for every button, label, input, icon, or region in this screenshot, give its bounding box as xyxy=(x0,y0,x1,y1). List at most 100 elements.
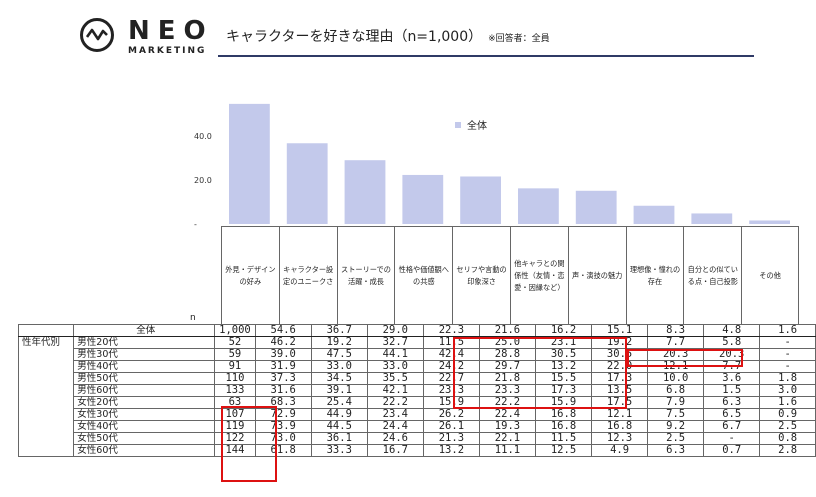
bar-5 xyxy=(460,176,501,224)
value-cell: 8.3 xyxy=(647,324,705,337)
pulse-circle-icon xyxy=(80,18,114,52)
row-label: 女性60代 xyxy=(73,444,216,457)
table-row: 性年代別 男性20代 52 46.2 19.2 32.7 11.5 25.0 23.1 19.2 7… xyxy=(17,336,816,349)
value-cell: 35.5 xyxy=(366,372,424,385)
value-cell: 26.2 xyxy=(422,408,480,421)
value-cell: 12.1 xyxy=(591,408,649,421)
value-cell: - xyxy=(703,432,761,445)
data-table: 全体 1,000 54.6 36.7 29.0 22.3 21.6 16.2 15.1 8.3 4.… xyxy=(17,324,816,457)
value-cell: 47.5 xyxy=(310,348,368,361)
value-cell: 0.9 xyxy=(759,408,816,421)
table-row: 男性50代 110 37.3 34.5 35.5 22.7 21.8 15.5 17.3 10.0… xyxy=(17,372,816,385)
value-cell: 16.8 xyxy=(534,420,593,433)
value-cell: 16.8 xyxy=(534,408,593,421)
value-cell: 12.3 xyxy=(591,432,649,445)
group-cell xyxy=(17,324,75,337)
bar-1 xyxy=(229,103,270,224)
value-cell: 24.6 xyxy=(366,432,424,445)
value-cell: 0.8 xyxy=(759,432,816,445)
row-label: 全体 xyxy=(73,324,216,337)
value-cell: 15.1 xyxy=(591,324,649,337)
value-cell: 34.5 xyxy=(310,372,368,385)
value-cell: 16.7 xyxy=(366,444,424,457)
value-cell: 33.0 xyxy=(366,360,424,373)
title-underline xyxy=(218,55,754,57)
value-cell: 37.3 xyxy=(254,372,312,385)
chart-legend: 全体 xyxy=(455,117,487,132)
value-cell: 5.8 xyxy=(703,336,761,349)
table-row: 女性30代 107 72.9 44.9 23.4 26.2 22.4 16.8 12.1 7.5 6… xyxy=(17,408,816,421)
value-cell: 0.7 xyxy=(703,444,761,457)
value-cell: 31.9 xyxy=(254,360,312,373)
row-label: 男性40代 xyxy=(73,360,216,373)
bar-4 xyxy=(402,174,444,224)
title-main: キャラクターを好きな理由（n=1,000） xyxy=(226,29,483,45)
value-cell: 12.5 xyxy=(534,444,593,457)
highlight-box-male30-ideal xyxy=(627,349,743,367)
value-cell: - xyxy=(759,336,816,349)
column-header-3: ストーリーでの活躍・成長 xyxy=(336,226,395,324)
value-cell: - xyxy=(759,360,816,373)
row-label: 男性50代 xyxy=(73,372,216,385)
value-cell: 44.9 xyxy=(310,408,368,421)
value-cell: 44.1 xyxy=(366,348,424,361)
column-header-2: キャラクター設定のユニークさ xyxy=(278,226,337,324)
bar-9 xyxy=(691,213,733,224)
row-label: 女性50代 xyxy=(73,432,216,445)
column-header-5: セリフや言動の印象深さ xyxy=(452,226,510,324)
column-header-8: 理想像・憧れの存在 xyxy=(625,226,684,324)
bar-7 xyxy=(575,190,617,224)
row-label: 女性20代 xyxy=(73,396,216,409)
y-tick-label: 40.0 xyxy=(194,132,212,141)
value-cell: 36.7 xyxy=(310,324,368,337)
value-cell: 22.2 xyxy=(366,396,424,409)
value-cell: 2.8 xyxy=(759,444,816,457)
value-cell: 7.5 xyxy=(647,408,705,421)
column-header-4: 性格や価値観への共感 xyxy=(394,226,453,324)
value-cell: 13.2 xyxy=(422,444,480,457)
value-cell: 54.6 xyxy=(254,324,312,337)
row-label: 女性30代 xyxy=(73,408,216,421)
value-cell: 10.0 xyxy=(647,372,705,385)
value-cell: 31.6 xyxy=(254,384,312,397)
legend-label: 全体 xyxy=(467,121,487,132)
group-cell xyxy=(17,396,75,409)
value-cell: 16.8 xyxy=(591,420,649,433)
value-cell: 2.5 xyxy=(759,420,816,433)
value-cell: 16.2 xyxy=(534,324,593,337)
row-label: 女性40代 xyxy=(73,420,216,433)
group-cell xyxy=(17,420,75,433)
group-cell xyxy=(17,432,75,445)
table-row: 男性60代 133 31.6 39.1 42.1 23.3 23.3 17.3 13.5 6.8 1… xyxy=(17,384,816,397)
value-cell: 21.6 xyxy=(478,324,536,337)
value-cell: - xyxy=(759,348,816,361)
value-cell: 39.1 xyxy=(310,384,368,397)
y-tick-label: - xyxy=(194,220,197,229)
group-cell: 性年代別 xyxy=(17,336,75,349)
group-cell xyxy=(17,408,75,421)
neo-marketing-logo: NEO MARKETING xyxy=(80,16,220,60)
legend-swatch xyxy=(455,121,461,128)
value-cell: 19.3 xyxy=(478,420,536,433)
value-cell: 42.1 xyxy=(366,384,424,397)
logo-brand: NEO xyxy=(128,16,214,46)
value-cell: 1.5 xyxy=(703,384,761,397)
value-cell: 6.7 xyxy=(703,420,761,433)
bar-10 xyxy=(749,220,790,224)
column-header-10: その他 xyxy=(741,226,799,324)
value-cell: 29.0 xyxy=(366,324,424,337)
value-cell: 6.8 xyxy=(647,384,705,397)
value-cell: 46.2 xyxy=(254,336,312,349)
bar-2 xyxy=(286,143,328,224)
row-label: 男性30代 xyxy=(73,348,216,361)
value-cell: 6.3 xyxy=(703,396,761,409)
row-n: 52 xyxy=(214,336,256,349)
column-header-7: 声・演技の魅力 xyxy=(567,226,626,324)
table-row: 女性60代 144 61.8 33.3 16.7 13.2 11.1 12.5 4.9 6.3 0.… xyxy=(17,444,816,457)
row-n: 144 xyxy=(214,444,256,457)
row-n: 59 xyxy=(214,348,256,361)
value-cell: 22.3 xyxy=(422,324,480,337)
value-cell: 23.4 xyxy=(366,408,424,421)
value-cell: 4.9 xyxy=(591,444,649,457)
